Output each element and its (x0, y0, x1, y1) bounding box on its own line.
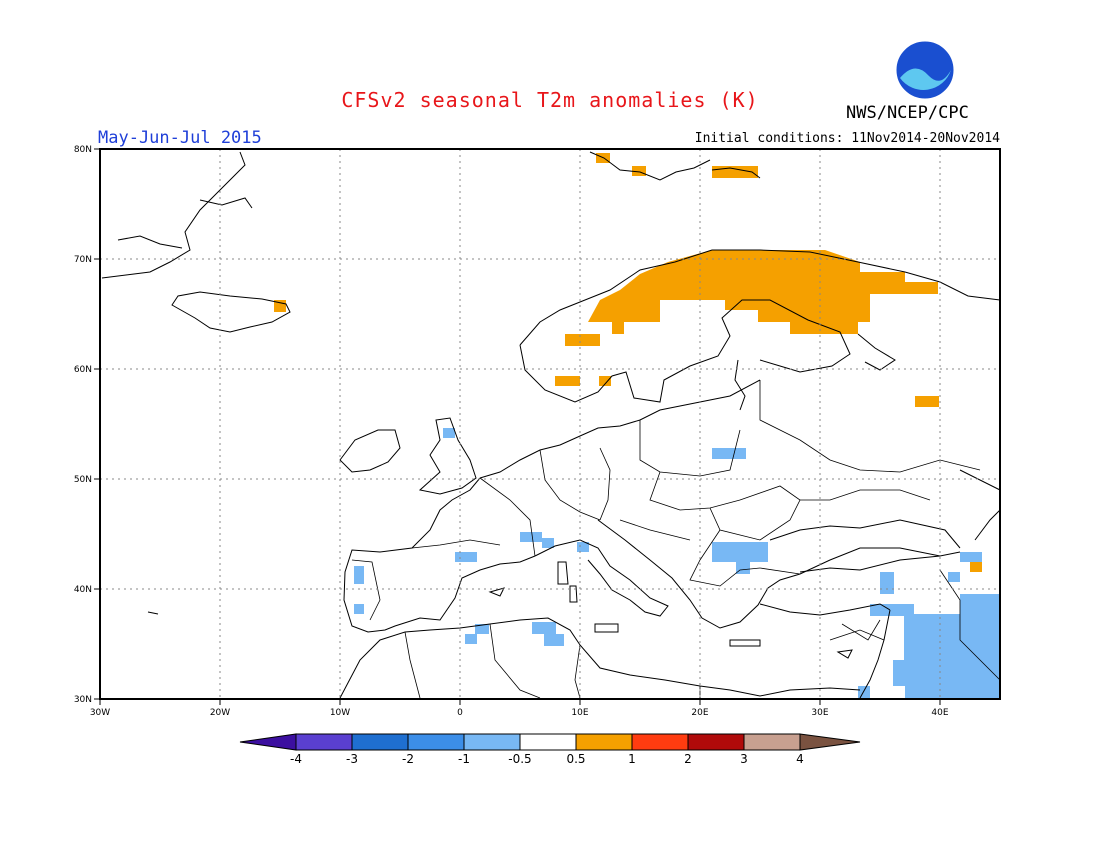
colorbar-label: 0.5 (566, 752, 585, 766)
map-frame (99, 148, 1001, 700)
lon-label: 20E (691, 708, 708, 718)
colorbar-swatch (687, 733, 745, 751)
coastlines (101, 151, 1001, 699)
noaa-logo (895, 40, 955, 100)
colorbar-swatch (295, 733, 353, 751)
longitude-axis (99, 699, 941, 705)
colorbar-swatch (351, 733, 409, 751)
map-title: CFSv2 seasonal T2m anomalies (K) (341, 88, 759, 112)
colorbar-label: 2 (684, 752, 692, 766)
colorbar-swatch (799, 733, 861, 751)
lat-label: 70N (74, 255, 92, 265)
lon-label: 30E (811, 708, 828, 718)
colorbar-label: 3 (740, 752, 748, 766)
lon-label: 10E (571, 708, 588, 718)
agency-label: NWS/NCEP/CPC (846, 103, 969, 123)
negative-anomaly-cells (354, 428, 1000, 698)
colorbar-swatch (519, 733, 577, 751)
lat-label: 30N (74, 695, 92, 705)
colorbar-label: -2 (402, 752, 414, 766)
positive-anomaly-cells (274, 153, 982, 572)
colorbar (239, 733, 861, 751)
lat-label: 60N (74, 365, 92, 375)
colorbar-label: 4 (796, 752, 804, 766)
colorbar-label: -4 (290, 752, 302, 766)
colorbar-swatch (463, 733, 521, 751)
colorbar-swatch (239, 733, 297, 751)
colorbar-swatch (575, 733, 633, 751)
colorbar-swatch (407, 733, 465, 751)
lon-label: 30W (90, 708, 110, 718)
lat-label: 50N (74, 475, 92, 485)
colorbar-label: -0.5 (508, 752, 531, 766)
forecast-period: May-Jun-Jul 2015 (98, 128, 262, 148)
lon-label: 0 (457, 708, 463, 718)
colorbar-swatch (631, 733, 689, 751)
colorbar-label: -3 (346, 752, 358, 766)
initial-conditions: Initial conditions: 11Nov2014-20Nov2014 (694, 131, 1000, 146)
colorbar-label: -1 (458, 752, 470, 766)
lon-label: 40E (931, 708, 948, 718)
lon-label: 20W (210, 708, 230, 718)
lat-label: 80N (74, 145, 92, 155)
colorbar-label: 1 (628, 752, 636, 766)
colorbar-swatch (743, 733, 801, 751)
graticule (100, 149, 1000, 699)
country-borders (351, 380, 1001, 699)
lon-label: 10W (330, 708, 350, 718)
latitude-axis (94, 148, 100, 700)
lat-label: 40N (74, 585, 92, 595)
